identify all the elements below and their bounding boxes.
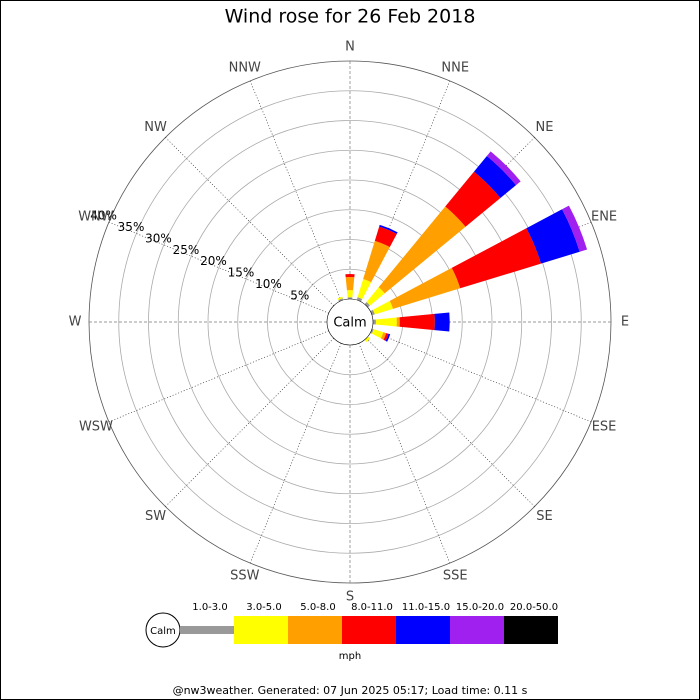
legend-swatch <box>180 626 234 634</box>
ring-label: 40% <box>90 209 117 223</box>
calm-circle <box>326 298 374 346</box>
direction-label: ESE <box>592 420 617 435</box>
grid-ring <box>177 149 523 495</box>
bar-segment <box>345 274 355 278</box>
ring-label: 25% <box>173 243 200 257</box>
direction-label: E <box>621 315 629 330</box>
bar-segment <box>372 300 394 315</box>
bar-segment <box>399 313 435 331</box>
bar-segment <box>364 336 371 343</box>
direction-label: NE <box>535 120 553 135</box>
grid-ring <box>237 209 463 435</box>
direction-label: NNE <box>441 60 469 75</box>
ring-label: 5% <box>290 288 309 302</box>
bar-segment <box>396 317 400 327</box>
legend-calm-label: Calm <box>150 626 176 637</box>
legend-label: 8.0-11.0 <box>351 602 393 613</box>
spoke <box>108 330 329 423</box>
ring-label: 10% <box>255 277 282 291</box>
ring-label: 20% <box>200 254 227 268</box>
bar-segment <box>375 317 397 327</box>
bar-segment <box>380 332 387 340</box>
direction-label: SSE <box>443 569 468 584</box>
bar-segment <box>337 296 343 301</box>
legend-swatch <box>504 616 558 644</box>
spoke <box>358 343 451 564</box>
bar-segment <box>345 276 355 291</box>
direction-label: N <box>345 40 355 55</box>
direction-label: NW <box>144 120 167 135</box>
spoke <box>371 330 592 423</box>
bar-segment <box>363 240 390 283</box>
legend-swatch <box>234 616 288 644</box>
direction-label: WNW <box>78 209 114 224</box>
direction-label: W <box>69 315 82 330</box>
spoke <box>165 137 334 306</box>
bar-segment <box>370 328 374 334</box>
bar-segment <box>434 312 450 332</box>
bar-segment <box>370 309 375 316</box>
bar-segment <box>356 297 363 302</box>
direction-label: NNW <box>229 60 261 75</box>
spoke <box>249 80 342 301</box>
bar-segment <box>385 333 391 342</box>
bar-segment <box>389 267 461 309</box>
legend-swatch <box>396 616 450 644</box>
bar-segment <box>378 206 466 294</box>
bar-segment <box>347 297 353 300</box>
bar-segment <box>346 290 354 298</box>
spoke <box>165 338 334 507</box>
bar-segment <box>372 319 376 325</box>
bar-segment <box>526 209 580 264</box>
bar-segment <box>371 329 384 339</box>
bar-segment <box>364 301 371 308</box>
legend-label: 5.0-8.0 <box>300 602 335 613</box>
direction-label: WSW <box>79 420 113 435</box>
ring-label: 15% <box>228 266 255 280</box>
bar-segment <box>357 278 372 300</box>
direction-label: SSW <box>230 569 260 584</box>
spoke <box>366 338 535 507</box>
spoke <box>108 221 329 314</box>
legend-swatch <box>288 616 342 644</box>
footer: @nw3weather. Generated: 07 Jun 2025 05:1… <box>173 684 528 697</box>
legend-label: 20.0-50.0 <box>510 602 558 613</box>
legend-label: 11.0-15.0 <box>402 602 450 613</box>
bar-segment <box>366 287 385 306</box>
bar-segment <box>383 333 389 341</box>
bar-segment <box>445 171 501 227</box>
bar-segment <box>374 226 397 248</box>
bar-segment <box>562 205 588 252</box>
unit-label: mph <box>339 651 361 662</box>
grid-ring <box>148 120 552 524</box>
bar-segment <box>451 228 541 289</box>
direction-label: S <box>346 590 354 605</box>
calm-label: Calm <box>333 316 366 331</box>
legend-label: 15.0-20.0 <box>456 602 504 613</box>
ring-label: 35% <box>118 220 145 234</box>
grid-ring <box>118 90 582 554</box>
legend-swatch <box>450 616 504 644</box>
direction-label: SW <box>145 509 166 524</box>
bar-segment <box>486 151 521 186</box>
bar-segment <box>379 224 398 234</box>
ring-label: 30% <box>145 231 172 245</box>
legend-label: 1.0-3.0 <box>192 602 227 613</box>
direction-label: ENE <box>591 209 617 224</box>
chart-title: Wind rose for 26 Feb 2018 <box>225 6 476 28</box>
legend-label: 3.0-5.0 <box>246 602 281 613</box>
grid-ring <box>207 179 493 465</box>
legend-swatch <box>342 616 396 644</box>
direction-label: SE <box>536 509 552 524</box>
spoke <box>249 343 342 564</box>
bar-segment <box>338 298 344 302</box>
bar-segment <box>474 155 517 198</box>
